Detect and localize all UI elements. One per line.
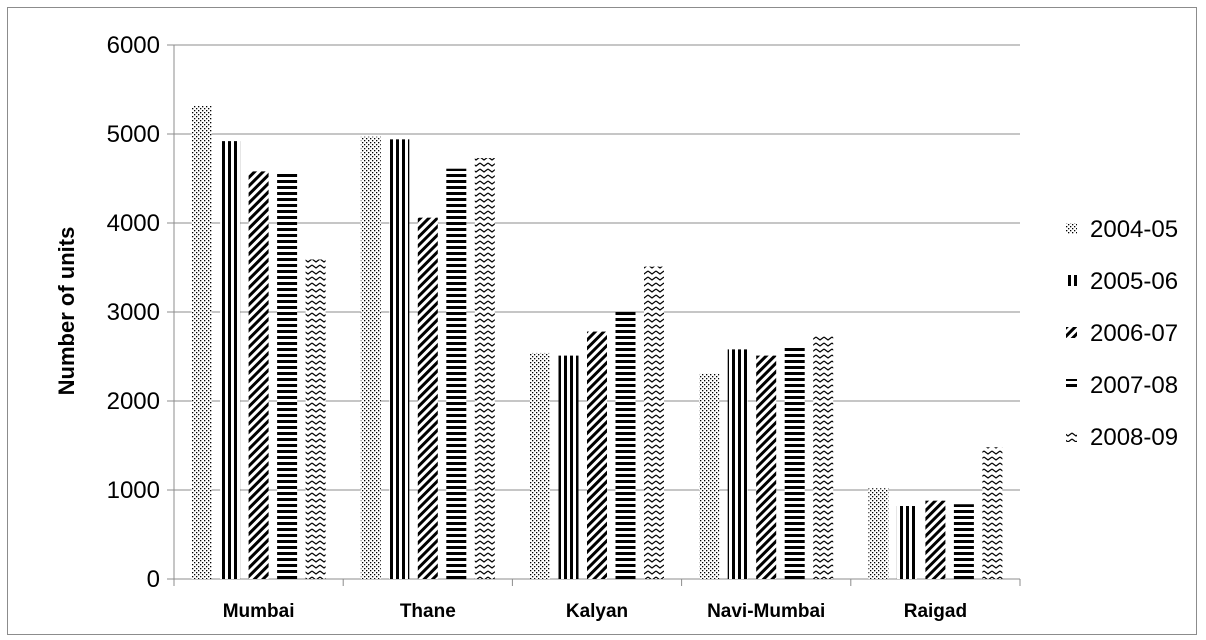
legend: 2004-05 2005-06 2006-07 2007-08 2008-09 bbox=[1066, 216, 1178, 451]
y-tick-label: 2000 bbox=[107, 388, 160, 415]
x-category-label: Kalyan bbox=[566, 601, 628, 622]
x-category-label: Raigad bbox=[904, 601, 967, 622]
legend-label: 2004-05 bbox=[1090, 216, 1178, 243]
y-tick-label: 1000 bbox=[107, 477, 160, 504]
bar-thane-2007-08 bbox=[446, 168, 467, 579]
y-tick-label: 5000 bbox=[107, 121, 160, 148]
bar-raigad-2006-07 bbox=[925, 500, 946, 579]
legend-label: 2005-06 bbox=[1090, 268, 1178, 295]
y-tick-labels: 0 1000 2000 3000 4000 5000 6000 bbox=[107, 32, 160, 593]
bar-raigad-2005-06 bbox=[896, 506, 917, 579]
bar-mumbai-2004-05 bbox=[191, 105, 212, 580]
legend-label: 2008-09 bbox=[1090, 424, 1178, 451]
bars bbox=[191, 105, 1003, 580]
y-tick-label: 3000 bbox=[107, 299, 160, 326]
bar-mumbai-2005-06 bbox=[220, 141, 241, 579]
bar-thane-2008-09 bbox=[474, 158, 495, 579]
bar-navi-mumbai-2005-06 bbox=[727, 349, 748, 579]
bar-kalyan-2006-07 bbox=[587, 331, 607, 579]
bar-thane-2006-07 bbox=[417, 217, 438, 579]
bar-raigad-2004-05 bbox=[868, 488, 889, 579]
bar-kalyan-2004-05 bbox=[530, 352, 550, 579]
x-category-label: Mumbai bbox=[223, 601, 295, 622]
x-category-labels: Mumbai Thane Kalyan Navi-Mumbai Raigad bbox=[223, 601, 967, 622]
legend-swatch-2005-06 bbox=[1066, 275, 1077, 286]
bar-navi-mumbai-2004-05 bbox=[699, 373, 720, 579]
bar-raigad-2008-09 bbox=[982, 447, 1003, 579]
x-category-label: Thane bbox=[400, 601, 456, 622]
bar-mumbai-2006-07 bbox=[248, 171, 269, 579]
bar-mumbai-2008-09 bbox=[305, 259, 326, 579]
y-tick-label: 4000 bbox=[107, 210, 160, 237]
legend-swatch-2006-07 bbox=[1066, 327, 1077, 338]
legend-swatch-2004-05 bbox=[1066, 223, 1077, 234]
bar-navi-mumbai-2008-09 bbox=[813, 335, 834, 579]
bar-thane-2005-06 bbox=[389, 139, 410, 579]
bar-mumbai-2007-08 bbox=[277, 171, 298, 579]
bar-navi-mumbai-2007-08 bbox=[784, 346, 805, 579]
bar-raigad-2007-08 bbox=[953, 504, 974, 579]
y-tick-label: 0 bbox=[147, 566, 160, 593]
y-axis-label: Number of units bbox=[54, 227, 79, 396]
y-tick-label: 6000 bbox=[107, 32, 160, 59]
x-category-label: Navi-Mumbai bbox=[707, 601, 825, 622]
legend-swatch-2007-08 bbox=[1066, 379, 1077, 390]
legend-swatch-2008-09 bbox=[1066, 431, 1077, 442]
bar-thane-2004-05 bbox=[360, 136, 381, 580]
bar-kalyan-2007-08 bbox=[615, 312, 636, 579]
bar-navi-mumbai-2006-07 bbox=[756, 355, 777, 579]
legend-label: 2007-08 bbox=[1090, 372, 1178, 399]
bar-kalyan-2008-09 bbox=[644, 266, 664, 579]
legend-label: 2006-07 bbox=[1090, 320, 1178, 347]
bar-kalyan-2005-06 bbox=[558, 355, 579, 579]
